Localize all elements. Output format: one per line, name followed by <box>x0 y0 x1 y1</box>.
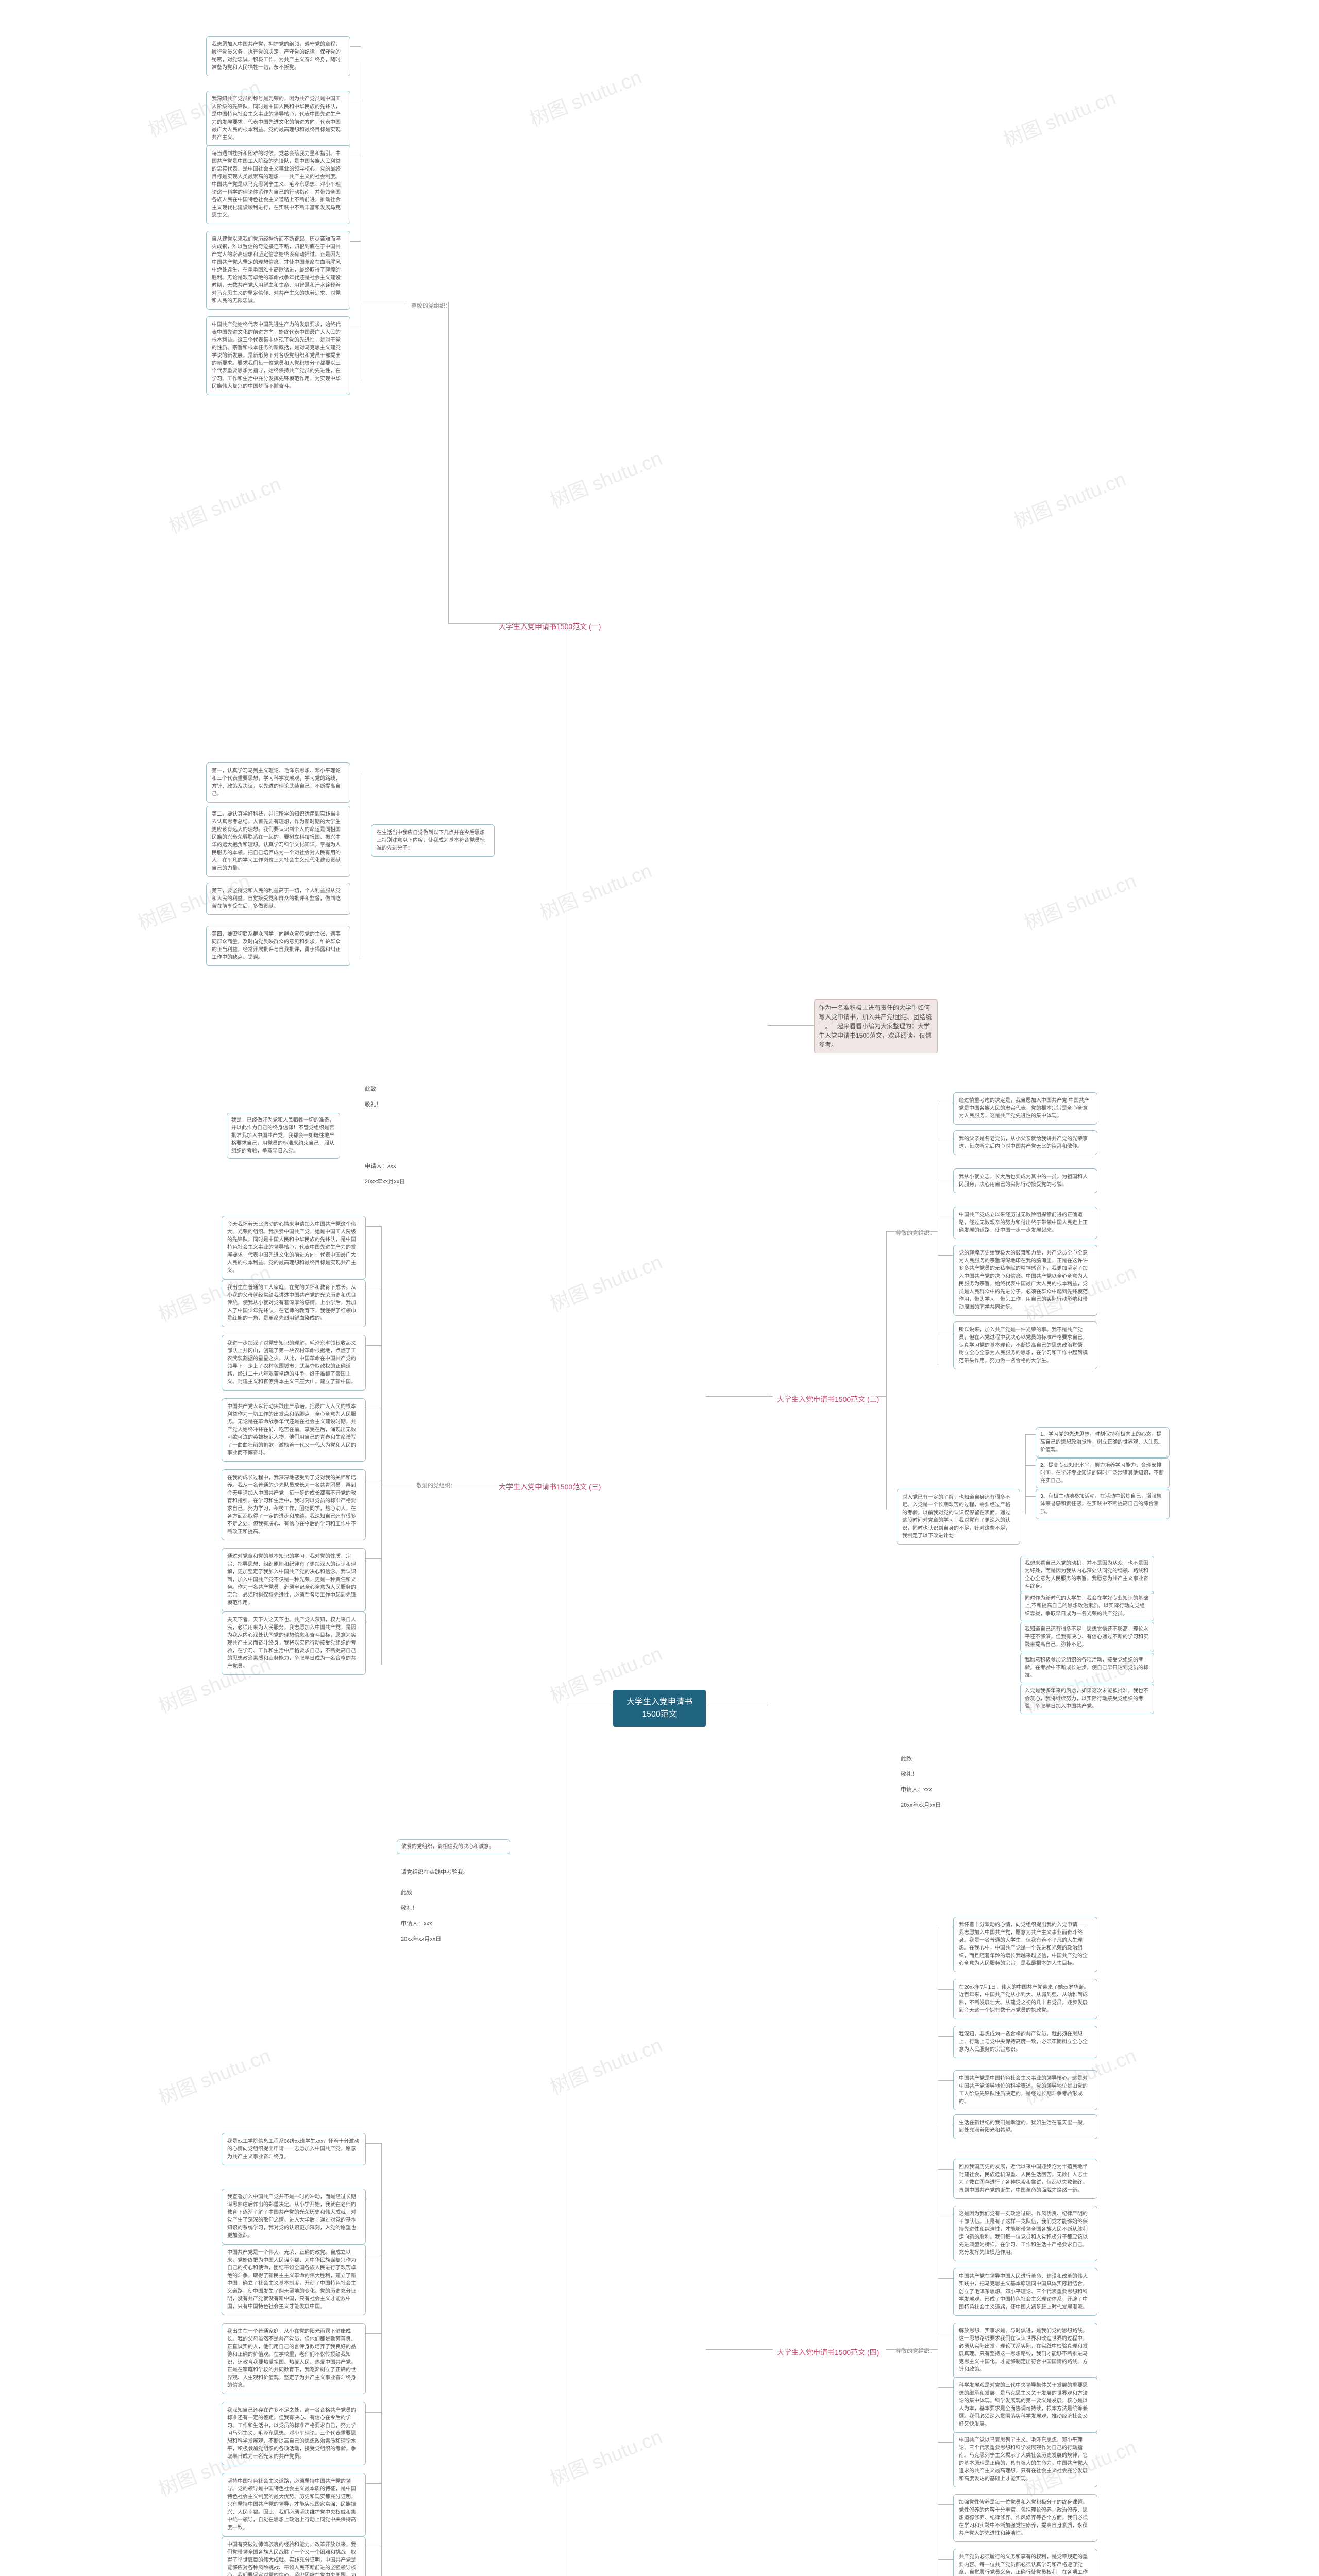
s3-closing-vow2: 请党组织在实践中考验我。 <box>397 1865 473 1880</box>
s1-closing-vow: 我是，已经做好为党和人民牺牲一切的准备，并以此作为自己的终身信仰！不管党组织是否… <box>227 1113 340 1159</box>
watermark-text: 树图 shutu.cn <box>164 468 284 539</box>
section-2-indent-intro: 对入党已有一定的了解，也知道自身还有很多不足。入党是一个长期艰苦的过程，需要经过… <box>897 1489 1020 1545</box>
content-leaf: 我怀着十分激动的心情，向党组织提出我的入党申请——我志愿加入中国共产党，愿意为共… <box>953 1917 1097 1972</box>
content-leaf: 1、学习党的先进思想，时刻保持积极向上的心态，提高自己的思想政治觉悟，树立正确的… <box>1036 1427 1170 1458</box>
content-leaf: 我愿意积极参加党组织的各项活动，接受党组织的考验，在考验中不断成长进步，使自己早… <box>1020 1653 1154 1683</box>
intro-box: 作为一名准积极上进有责任的大学生如何写入党申请书，加入共产党!团结、团结统一。一… <box>814 999 938 1053</box>
section-3-title[interactable]: 大学生入党申请书1500范文 (三) <box>495 1479 605 1496</box>
content-leaf: 中国共产党人以行动实践庄严承诺，把最广大人民的根本利益作为一切工作的出发点和落脚… <box>222 1398 366 1462</box>
content-leaf: 同时作为新时代的大学生，我会在学好专业知识的基础上,不断提高自己的思想政治素质，… <box>1020 1591 1154 1621</box>
watermark-text: 树图 shutu.cn <box>535 855 655 925</box>
content-leaf: 我是xx工学院信息工程系06级xx班学生xxx，怀着十分激动的心情向党组织提出申… <box>222 2133 366 2165</box>
content-leaf: 中国共产党是中国特色社会主义事业的领导核心。这是对中国共产党领导地位的科学表述。… <box>953 2070 1097 2110</box>
content-leaf: 我知道自己还有很多不足，思想觉悟还不够高，理论水平还不够深，但我有决心、有信心通… <box>1020 1622 1154 1652</box>
section-4-salutation: 尊敬的党组织： <box>891 2344 939 2359</box>
s2-applicant: 申请人：xxx <box>897 1783 936 1798</box>
content-leaf: 通过对党章和党的基本知识的学习，我对党的性质、宗旨、指导思想、组织原则和纪律有了… <box>222 1548 366 1612</box>
content-leaf: 我想来看自己入党的动机，并不是因为从众，也不是因为好处，而是因为我从内心深处认同… <box>1020 1556 1154 1594</box>
content-leaf: 3、积极主动地参加活动，在活动中锻炼自己，增强集体荣誉感和责任感，在实践中不断提… <box>1036 1489 1170 1519</box>
s3-cihzhi: 此致 <box>397 1886 416 1901</box>
section-2-salutation: 尊敬的党组织： <box>891 1226 939 1241</box>
content-leaf: 中国共产党成立以来经历过无数险阻探索前进的正确道路，经过无数艰辛的努力和付出终于… <box>953 1207 1097 1239</box>
s2-date: 20xx年xx月xx日 <box>897 1798 945 1813</box>
content-leaf: 坚持中国特色社会主义道路，必须坚持中国共产党的领导。党的领导是中国特色社会主义最… <box>222 2473 366 2536</box>
content-leaf: 我出生在一个普通家庭，从小在党的阳光雨露下健康成长。我的父母虽然不是共产党员，但… <box>222 2323 366 2394</box>
content-leaf: 第一，认真学习马列主义理论、毛泽东思想、邓小平理论和三个代表重要思想，学习科学发… <box>206 762 350 803</box>
content-leaf: 回顾我国历史的发展，近代以来中国逐步沦为半殖民地半封建社会，民族危机深重、人民生… <box>953 2159 1097 2199</box>
content-leaf: 夫天下者，天下人之天下也。共产党人深知，权力来自人民，必须用来为人民服务。我志愿… <box>222 1612 366 1675</box>
content-leaf: 自从建党以来我们党历经挫折而不断奋起，历尽苦难而淬火成钢，难以置信的奇迹接连不断… <box>206 231 350 310</box>
content-leaf: 今天我怀着无比激动的心情来申请加入中国共产党这个伟大、光荣的组织。我热爱中国共产… <box>222 1216 366 1279</box>
s1-applicant: 申请人：xxx <box>361 1159 400 1174</box>
s3-applicant: 申请人：xxx <box>397 1917 436 1931</box>
watermark-text: 树图 shutu.cn <box>545 2421 666 2492</box>
watermark-text: 树图 shutu.cn <box>1019 865 1140 936</box>
watermark-text: 树图 shutu.cn <box>1009 463 1129 534</box>
s3-vow-stub: 敬爱的党组织，请相信我的决心和诚意。 <box>397 1839 510 1854</box>
content-leaf: 我深知自己还存在许多不足之处，离一名合格共产党员的标准还有一定的差距。但我有决心… <box>222 2402 366 2465</box>
s2-jingli: 敬礼！ <box>897 1767 922 1782</box>
section-1-title[interactable]: 大学生入党申请书1500范文 (一) <box>495 618 605 635</box>
content-leaf: 中国共产党始终代表中国先进生产力的发展要求，始终代表中国先进文化的前进方向，始终… <box>206 316 350 395</box>
content-leaf: 每当遇到挫折和困难的时候，党总会给我力量和指引。中国共产党是中国工人阶级的先锋队… <box>206 145 350 224</box>
s3-date: 20xx年xx月xx日 <box>397 1932 445 1947</box>
content-leaf: 我出生在普通的工人家庭，在党的关怀和教育下成长。从小我的父母就经常给我讲述中国共… <box>222 1279 366 1327</box>
content-leaf: 党的辉煌历史给我极大的鼓舞和力量，共产党员全心全意为人民服务的宗旨深深地印在我的… <box>953 1245 1097 1316</box>
content-leaf: 第四，要密切联系群众同学，向群众宣传党的主张，遇事同群众商量，及时向党反映群众的… <box>206 926 350 966</box>
content-leaf: 我深知，要想成为一名合格的共产党员，就必须在思想上、行动上与党中央保持高度一致，… <box>953 2026 1097 2058</box>
content-leaf: 中国有突破过惊涛骇浪的经验和能力。改革开放以来，我们党带领全国各族人民战胜了一个… <box>222 2536 366 2576</box>
content-leaf: 共产党员必须履行的义务和享有的权利，是党章规定的重要内容。每一位共产党员都必须认… <box>953 2549 1097 2576</box>
content-leaf: 在20xx年7月1日，伟大的中国共产党迎来了她xx岁华诞。近百年来，中国共产党从… <box>953 1979 1097 2019</box>
content-leaf: 中国共产党在领导中国人民进行革命、建设和改革的伟大实践中，把马克思主义基本原理同… <box>953 2268 1097 2316</box>
section-4-title[interactable]: 大学生入党申请书1500范文 (四) <box>773 2344 883 2361</box>
content-leaf: 加强党性修养是每一位党员和入党积极分子的终身课题。党性修养的内容十分丰富，包括理… <box>953 2494 1097 2542</box>
mindmap-canvas: 大学生入党申请书1500范文 作为一名准积极上进有责任的大学生如何写入党申请书，… <box>0 0 1319 2576</box>
content-leaf: 我宣誓加入中国共产党并不是一时的冲动，而是经过长期深思熟虑后作出的郑重决定。从小… <box>222 2189 366 2244</box>
watermark-text: 树图 shutu.cn <box>999 82 1119 152</box>
watermark-text: 树图 shutu.cn <box>525 61 645 132</box>
s1-closing-cihzhi: 此致 <box>361 1082 380 1097</box>
content-leaf: 中国共产党是一个伟大、光荣、正确的政党。自成立以来，党始终把为中国人民谋幸福、为… <box>222 2244 366 2315</box>
watermark-text: 树图 shutu.cn <box>545 443 666 513</box>
content-leaf: 这是因为我们党有一支政治过硬、作风优良、纪律严明的干部队伍。正是有了这样一支队伍… <box>953 2206 1097 2261</box>
s1-date: 20xx年xx月xx日 <box>361 1175 409 1190</box>
content-leaf: 经过慎重考虑的决定是，我自愿加入中国共产党,中国共产党是中国各族人民的忠实代表，… <box>953 1092 1097 1125</box>
content-leaf: 第二，要认真学好科技，并把所学的知识运用到实践当中去认真思考总结。人首先要有理想… <box>206 806 350 877</box>
content-leaf: 2、提高专业知识水平，努力培养学习能力，合理安排时间，在学好专业知识的同时广泛涉… <box>1036 1458 1170 1488</box>
s3-jingli: 敬礼！ <box>397 1901 422 1916</box>
content-leaf: 我进一步加深了对党史知识的理解。毛泽东率领秋收起义部队上井冈山，创建了第一块农村… <box>222 1335 366 1391</box>
content-leaf: 我的父亲是名老党员，从小父亲就给我讲共产党的光荣事迹，每次听完后内心对中国共产党… <box>953 1130 1097 1155</box>
s2-cihzhi: 此致 <box>897 1752 916 1767</box>
content-leaf: 第三，要坚持党和人民的利益高于一切，个人利益服从党和人民的利益，自觉接受党和群众… <box>206 883 350 915</box>
s1-closing-jingli: 敬礼！ <box>361 1097 386 1112</box>
content-leaf: 解放思想、实事求是、与时俱进，是我们党的思想路线。这一思想路线要求我们在认识世界… <box>953 2323 1097 2378</box>
content-leaf: 我深知共产党员的称号是光荣的，因为共产党员是中国工人阶级的先锋队，同时是中国人民… <box>206 91 350 146</box>
content-leaf: 入党是我多年来的夙愿，如果这次未能被批准，我也不会灰心，我将继续努力，以实际行动… <box>1020 1684 1154 1714</box>
watermark-text: 树图 shutu.cn <box>154 2040 274 2110</box>
section-2-title[interactable]: 大学生入党申请书1500范文 (二) <box>773 1391 883 1408</box>
section-1-salutation: 尊敬的党组织： <box>407 299 455 314</box>
content-leaf: 生活在新世纪的我们是幸运的，犹如生活在春天里一般，到处充满着阳光和希望。 <box>953 2114 1097 2139</box>
watermark-text: 树图 shutu.cn <box>545 2029 666 2100</box>
content-leaf: 科学发展观是对党的三代中央领导集体关于发展的重要思想的继承和发展，是马克思主义关… <box>953 2377 1097 2433</box>
content-leaf: 所以说来，加入共产党是一件光荣的事。我不是共产党员，但在入党过程中我决心以党员的… <box>953 1321 1097 1369</box>
watermark-text: 树图 shutu.cn <box>545 1246 666 1317</box>
content-leaf: 我从小就立志，长大后也要成为其中的一员，为祖国和人民服务，决心用自己的实际行动接… <box>953 1168 1097 1193</box>
content-leaf: 在我的成长过程中，我深深地感受到了党对我的关怀和培养。我从一名普通的少先队员成长… <box>222 1469 366 1540</box>
content-leaf: 我志愿加入中国共产党，拥护党的纲领，遵守党的章程，履行党员义务，执行党的决定，严… <box>206 36 350 76</box>
root-node[interactable]: 大学生入党申请书1500范文 <box>613 1690 706 1727</box>
section-1-intro-stub: 在生活当中我应自觉做到以下几点并在今后思想上特别注意以下内容，使我成为基本符合党… <box>371 824 495 857</box>
content-leaf: 中国共产党以马克思列宁主义、毛泽东思想、邓小平理论、三个代表重要思想和科学发展观… <box>953 2432 1097 2487</box>
section-3-salutation: 敬爱的党组织： <box>412 1479 460 1494</box>
